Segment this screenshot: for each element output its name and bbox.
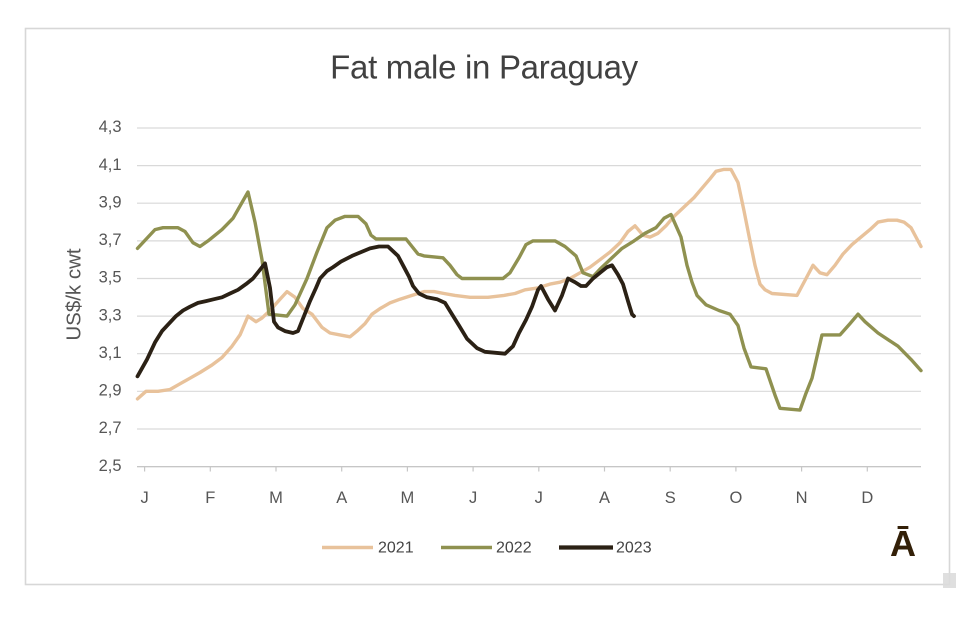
svg-text:2021: 2021 bbox=[378, 540, 414, 557]
svg-text:O: O bbox=[729, 489, 742, 507]
svg-text:J: J bbox=[535, 489, 543, 507]
svg-text:2,5: 2,5 bbox=[99, 457, 122, 475]
svg-text:S: S bbox=[665, 489, 676, 507]
svg-text:Ā: Ā bbox=[890, 523, 916, 564]
svg-text:3,5: 3,5 bbox=[99, 269, 122, 287]
svg-text:2023: 2023 bbox=[616, 540, 652, 557]
svg-text:2022: 2022 bbox=[496, 540, 532, 557]
svg-text:3,9: 3,9 bbox=[99, 193, 122, 211]
svg-text:A: A bbox=[599, 489, 610, 507]
svg-text:M: M bbox=[269, 489, 283, 507]
svg-text:A: A bbox=[336, 489, 347, 507]
svg-text:2,9: 2,9 bbox=[99, 382, 122, 400]
svg-text:Fat male in Paraguay: Fat male in Paraguay bbox=[330, 49, 638, 86]
svg-text:J: J bbox=[469, 489, 477, 507]
svg-text:4,1: 4,1 bbox=[99, 156, 122, 174]
svg-text:F: F bbox=[205, 489, 215, 507]
svg-text:2,7: 2,7 bbox=[99, 419, 122, 437]
svg-text:M: M bbox=[401, 489, 415, 507]
svg-text:4,3: 4,3 bbox=[99, 118, 122, 136]
svg-text:N: N bbox=[796, 489, 808, 507]
svg-text:3,1: 3,1 bbox=[99, 344, 122, 362]
svg-text:3,7: 3,7 bbox=[99, 231, 122, 249]
svg-text:J: J bbox=[140, 489, 148, 507]
svg-text:3,3: 3,3 bbox=[99, 306, 122, 324]
svg-text:US$/k cwt: US$/k cwt bbox=[63, 248, 86, 341]
svg-text:D: D bbox=[861, 489, 873, 507]
